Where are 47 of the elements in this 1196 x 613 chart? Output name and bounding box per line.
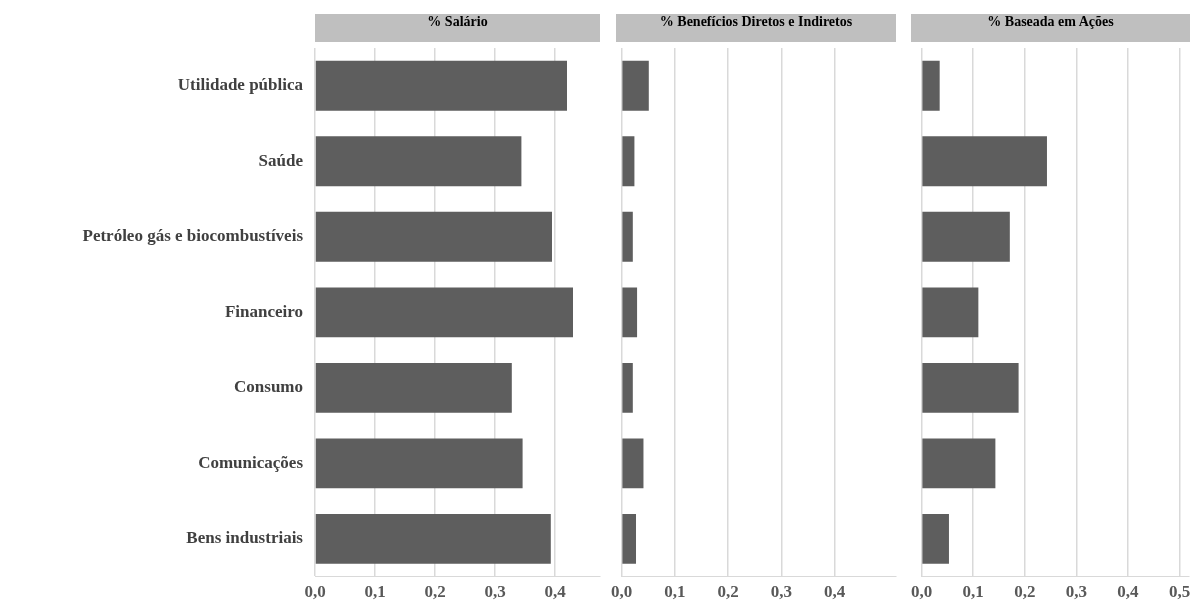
bar — [315, 513, 551, 564]
bar — [622, 438, 644, 489]
bar — [922, 438, 996, 489]
bar — [922, 362, 1019, 413]
bar — [315, 287, 573, 338]
bar — [622, 60, 649, 111]
x-tick-label: 0,0 — [911, 582, 933, 602]
x-tick-label: 0,1 — [664, 582, 686, 602]
x-tick-label: 0,1 — [962, 582, 984, 602]
x-tick-label: 0,5 — [1168, 582, 1191, 602]
x-tick-label: 0,3 — [1065, 582, 1087, 602]
x-tick-label: 0,0 — [304, 582, 326, 602]
y-tick-label: Utilidade pública — [177, 75, 304, 95]
bar — [315, 136, 522, 187]
y-tick-label: Comunicações — [198, 452, 304, 472]
bar — [622, 362, 633, 413]
bar — [622, 513, 637, 564]
chart-title: % Benefícios Diretos e Indiretos — [616, 14, 896, 42]
x-tick-label: 0,2 — [1014, 582, 1036, 602]
chart-title: % Baseada em Ações — [911, 14, 1190, 42]
x-tick-label: 0,4 — [1117, 582, 1140, 602]
x-tick-label: 0,2 — [717, 582, 739, 602]
bar — [622, 287, 638, 338]
bar — [922, 513, 949, 564]
y-tick-label: Financeiro — [224, 301, 303, 321]
bar — [922, 136, 1047, 187]
bar — [315, 362, 512, 413]
bar — [622, 211, 633, 262]
chart-title: % Salário — [315, 14, 600, 42]
x-tick-label: 0,0 — [611, 582, 633, 602]
bar — [315, 60, 567, 111]
bar — [622, 136, 635, 187]
x-tick-label: 0,2 — [424, 582, 446, 602]
x-tick-label: 0,4 — [544, 582, 567, 602]
x-tick-label: 0,3 — [484, 582, 506, 602]
x-tick-label: 0,1 — [364, 582, 386, 602]
bar — [315, 211, 552, 262]
bar — [922, 211, 1010, 262]
y-tick-label: Consumo — [234, 377, 303, 397]
bar — [922, 287, 979, 338]
x-tick-label: 0,3 — [770, 582, 793, 602]
y-tick-label: Bens industriais — [186, 528, 304, 548]
y-tick-label: Saúde — [258, 150, 304, 170]
bar — [315, 438, 523, 489]
x-tick-label: 0,4 — [824, 582, 846, 602]
bar — [922, 60, 940, 111]
y-tick-label: Petróleo gás e biocombustíveis — [82, 226, 304, 246]
